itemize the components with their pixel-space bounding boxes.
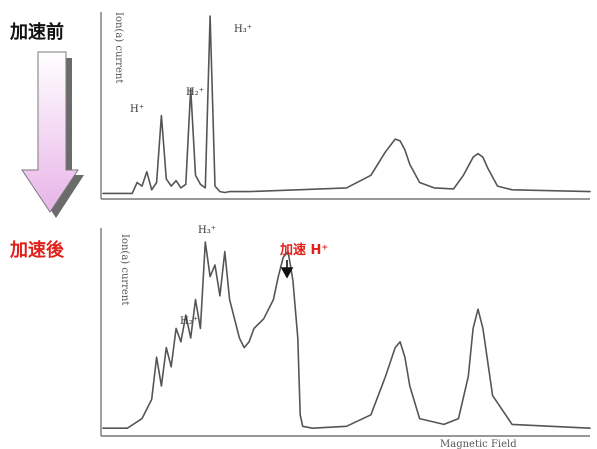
bottom-spectrum-line xyxy=(102,241,591,429)
top-panel: Ion(a) current H⁺ H₂⁺ H₃⁺ xyxy=(100,12,591,200)
down-arrow-icon xyxy=(21,51,84,218)
peak-label-h2-bottom: H₂⁺ xyxy=(180,316,198,327)
before-label: 加速前 xyxy=(9,21,64,43)
peak-label-h1-top: H⁺ xyxy=(130,104,144,115)
top-spectrum-line xyxy=(102,15,591,195)
bottom-panel: Ion(a) current H₂⁺ H₃⁺ 加速 H⁺ Magnetic Fi… xyxy=(100,225,591,449)
bottom-y-axis-title: Ion(a) current xyxy=(119,234,130,305)
accelerated-peak-arrow-icon xyxy=(280,260,294,279)
peak-label-h2-top: H₂⁺ xyxy=(186,87,204,98)
accelerated-h-annotation: 加速 H⁺ xyxy=(279,242,328,258)
peak-label-h3-bottom: H₃⁺ xyxy=(198,225,216,236)
peak-label-h3-top: H₃⁺ xyxy=(234,24,252,35)
x-axis-title: Magnetic Field xyxy=(440,439,517,449)
after-label: 加速後 xyxy=(9,239,65,261)
top-y-axis-title: Ion(a) current xyxy=(113,12,124,83)
